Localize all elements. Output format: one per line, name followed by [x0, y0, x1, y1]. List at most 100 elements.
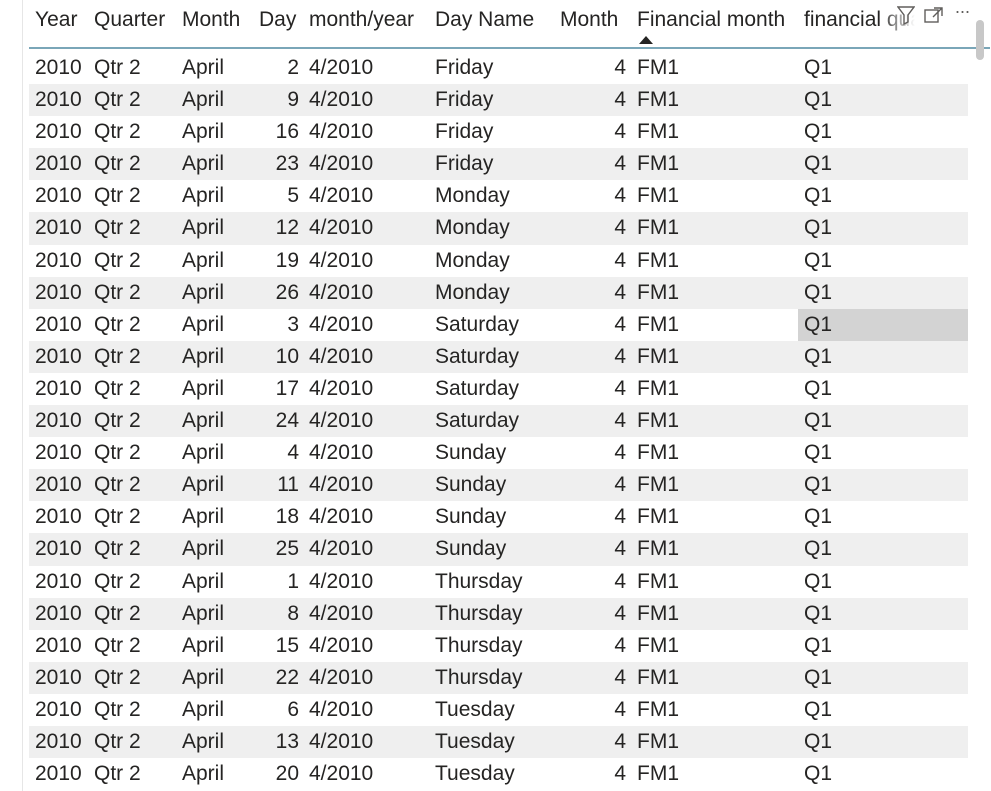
cell-month-year[interactable]: 4/2010	[309, 601, 374, 625]
cell-day[interactable]: 23	[275, 152, 299, 176]
col-header-quarter[interactable]: Quarter	[94, 8, 166, 31]
cell-day-name[interactable]: Friday	[435, 152, 494, 176]
cell-day[interactable]: 12	[275, 216, 299, 240]
col-header-day[interactable]: Day	[259, 8, 297, 31]
table-row[interactable]: 2010 Qtr 2 April 13 4/2010 Tuesday 4 FM1 Q1	[29, 725, 968, 759]
cell-day-name[interactable]: Monday	[435, 280, 510, 304]
cell-month-year[interactable]: 4/2010	[309, 505, 374, 529]
cell-day-name[interactable]: Monday	[435, 216, 510, 240]
cell-quarter[interactable]: Qtr 2	[94, 441, 141, 465]
cell-day-name[interactable]: Saturday	[435, 409, 520, 433]
cell-financial-month[interactable]: FM1	[637, 56, 679, 79]
cell-financial-month[interactable]: FM1	[637, 762, 679, 786]
cell-year[interactable]: 2010	[35, 120, 82, 144]
cell-month-year[interactable]: 4/2010	[309, 697, 374, 721]
cell-month-number[interactable]: 4	[614, 441, 626, 465]
cell-day-name[interactable]: Tuesday	[435, 697, 515, 721]
cell-financial-quarter[interactable]: Q1	[804, 376, 833, 400]
cell-day-name[interactable]: Tuesday	[435, 762, 515, 786]
cell-quarter[interactable]: Qtr 2	[94, 505, 141, 529]
cell-year[interactable]: 2010	[35, 697, 82, 721]
cell-year[interactable]: 2010	[35, 152, 82, 176]
cell-day-name[interactable]: Sunday	[435, 505, 507, 529]
cell-year[interactable]: 2010	[35, 280, 82, 304]
cell-financial-month[interactable]: FM1	[637, 216, 679, 240]
cell-day[interactable]: 16	[275, 120, 299, 144]
cell-month-year[interactable]: 4/2010	[309, 248, 374, 272]
cell-day[interactable]: 8	[287, 601, 299, 625]
cell-day[interactable]: 10	[275, 344, 299, 368]
cell-month-year[interactable]: 4/2010	[309, 537, 374, 561]
cell-year[interactable]: 2010	[35, 601, 82, 625]
cell-financial-quarter[interactable]: Q1	[804, 633, 833, 657]
cell-quarter[interactable]: Qtr 2	[94, 762, 141, 786]
cell-financial-month[interactable]: FM1	[637, 280, 679, 304]
cell-month[interactable]: April	[182, 120, 225, 144]
cell-quarter[interactable]: Qtr 2	[94, 633, 141, 657]
cell-day-name[interactable]: Saturday	[435, 344, 520, 368]
cell-financial-quarter[interactable]: Q1	[804, 184, 833, 208]
vertical-scrollbar[interactable]	[973, 52, 985, 791]
cell-financial-quarter[interactable]: Q1	[804, 473, 833, 497]
cell-quarter[interactable]: Qtr 2	[94, 248, 141, 272]
cell-year[interactable]: 2010	[35, 665, 82, 689]
cell-month[interactable]: April	[182, 409, 225, 433]
cell-month[interactable]: April	[182, 665, 225, 689]
cell-month-year[interactable]: 4/2010	[309, 120, 374, 144]
table-row[interactable]: 2010 Qtr 2 April 4 4/2010 Sunday 4 FM1 Q1	[29, 437, 968, 469]
table-row[interactable]: 2010 Qtr 2 April 19 4/2010 Monday 4 FM1 Q1	[29, 245, 968, 277]
col-header-month[interactable]: Month	[182, 8, 241, 31]
cell-month[interactable]: April	[182, 184, 225, 208]
cell-day-name[interactable]: Friday	[435, 120, 494, 144]
cell-financial-month[interactable]: FM1	[637, 409, 679, 433]
cell-day[interactable]: 5	[287, 184, 299, 208]
cell-month[interactable]: April	[182, 56, 225, 79]
table-row[interactable]: 2010 Qtr 2 April 10 4/2010 Saturday 4 FM1 Q1	[29, 340, 968, 373]
cell-month-year[interactable]: 4/2010	[309, 762, 374, 786]
cell-month-number[interactable]: 4	[614, 633, 626, 657]
cell-financial-quarter[interactable]: Q1	[804, 665, 833, 689]
cell-year[interactable]: 2010	[35, 376, 82, 400]
cell-financial-quarter[interactable]: Q1	[804, 88, 833, 112]
cell-day-name[interactable]: Thursday	[435, 633, 523, 657]
table-row[interactable]: 2010 Qtr 2 April 23 4/2010 Friday 4 FM1 Q1	[29, 148, 968, 181]
cell-day-name[interactable]: Saturday	[435, 312, 520, 336]
table-row[interactable]: 2010 Qtr 2 April 20 4/2010 Tuesday 4 FM1 Q1	[29, 758, 968, 790]
table-row[interactable]: 2010 Qtr 2 April 1 4/2010 Thursday 4 FM1 Q1	[29, 566, 968, 598]
cell-month-year[interactable]: 4/2010	[309, 569, 374, 593]
cell-quarter[interactable]: Qtr 2	[94, 120, 141, 144]
table-row[interactable]: 2010 Qtr 2 April 22 4/2010 Thursday 4 FM1 Q1	[29, 661, 968, 694]
cell-year[interactable]: 2010	[35, 248, 82, 272]
cell-financial-quarter[interactable]: Q1	[804, 729, 833, 753]
cell-month-year[interactable]: 4/2010	[309, 56, 374, 79]
cell-month-number[interactable]: 4	[614, 665, 626, 689]
cell-month-number[interactable]: 4	[614, 601, 626, 625]
cell-year[interactable]: 2010	[35, 88, 82, 112]
cell-year[interactable]: 2010	[35, 729, 82, 753]
cell-financial-quarter[interactable]: Q1	[804, 601, 833, 625]
cell-financial-quarter[interactable]: Q1	[804, 280, 833, 304]
cell-month-year[interactable]: 4/2010	[309, 633, 374, 657]
cell-month-number[interactable]: 4	[614, 56, 626, 79]
col-header-month-year[interactable]: month/year	[309, 8, 415, 31]
sort-ascending-icon[interactable]	[639, 36, 653, 44]
cell-financial-month[interactable]: FM1	[637, 120, 679, 144]
cell-financial-quarter[interactable]: Q1	[804, 441, 833, 465]
cell-year[interactable]: 2010	[35, 344, 82, 368]
cell-financial-quarter[interactable]: Q1	[804, 505, 833, 529]
cell-financial-quarter[interactable]: Q1	[804, 569, 833, 593]
cell-month-number[interactable]: 4	[614, 473, 626, 497]
cell-financial-month[interactable]: FM1	[637, 88, 679, 112]
cell-month-number[interactable]: 4	[614, 569, 626, 593]
cell-month[interactable]: April	[182, 88, 225, 112]
col-header-year[interactable]: Year	[35, 8, 78, 31]
cell-financial-month[interactable]: FM1	[637, 601, 679, 625]
cell-month-year[interactable]: 4/2010	[309, 216, 374, 240]
cell-financial-month[interactable]: FM1	[637, 665, 679, 689]
cell-month-number[interactable]: 4	[614, 120, 626, 144]
cell-month[interactable]: April	[182, 505, 225, 529]
cell-month-number[interactable]: 4	[614, 248, 626, 272]
cell-month-number[interactable]: 4	[614, 88, 626, 112]
cell-month[interactable]: April	[182, 473, 225, 497]
table-row[interactable]: 2010 Qtr 2 April 2 4/2010 Friday 4 FM1 Q1	[29, 52, 968, 84]
